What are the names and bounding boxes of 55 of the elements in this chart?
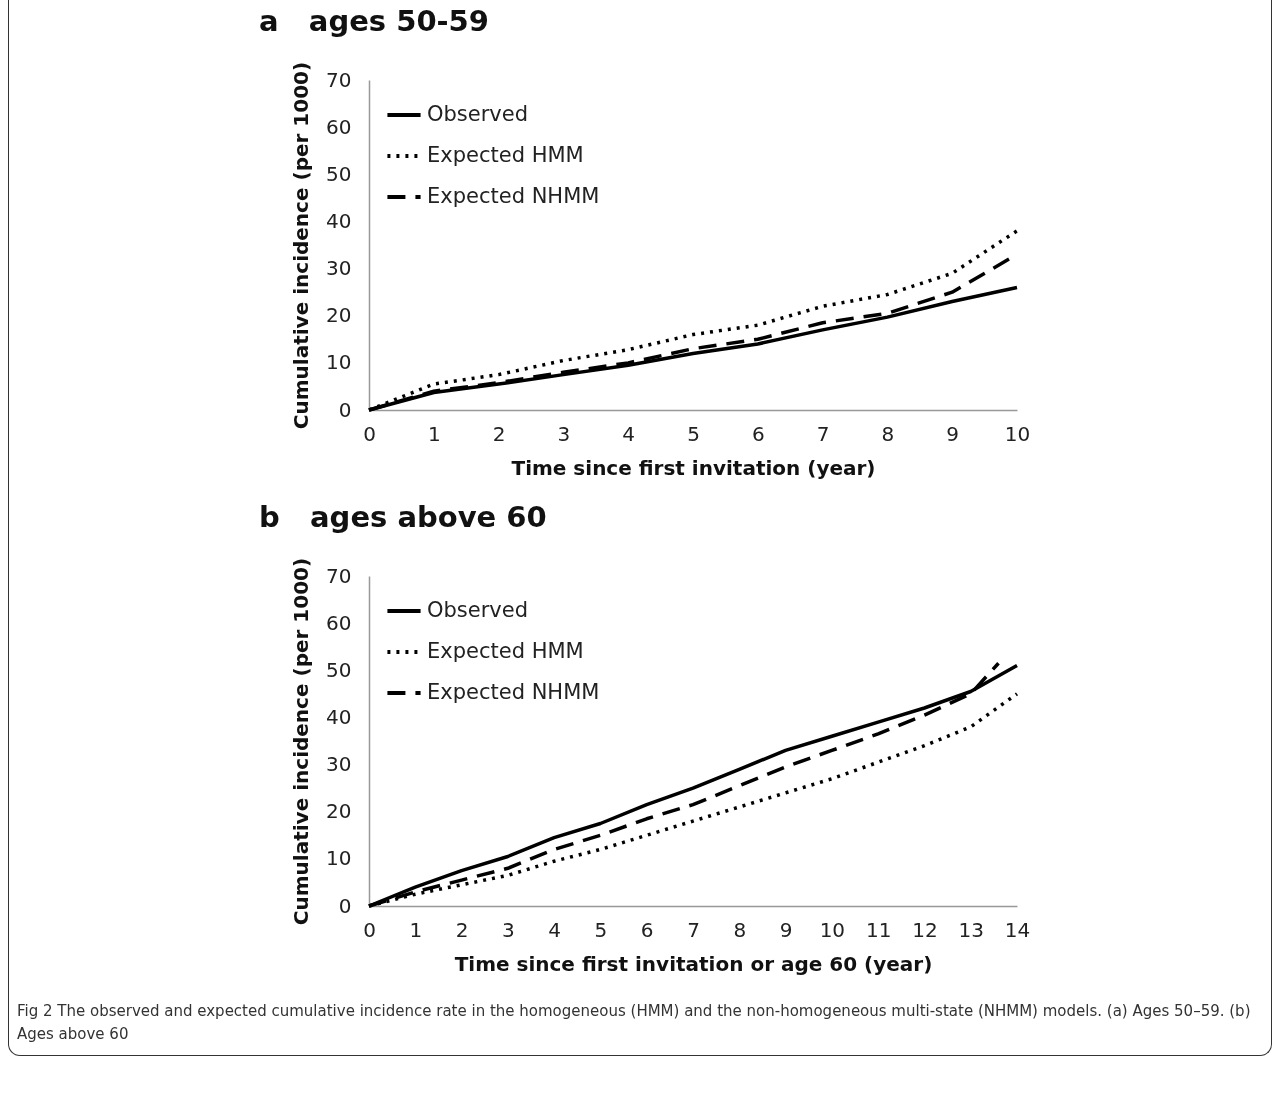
x-tick-label: 2 (455, 917, 469, 942)
x-tick-label: 3 (557, 421, 571, 446)
y-tick-label: 0 (338, 893, 352, 918)
legend-label: Observed (427, 598, 529, 622)
legend-label: Observed (427, 102, 529, 126)
x-tick-label: 8 (733, 917, 747, 942)
y-tick-label: 70 (326, 563, 352, 588)
chart-title: b ages above 60 (259, 500, 547, 535)
x-tick-label: 10 (1004, 421, 1031, 446)
x-tick-label: 9 (779, 917, 793, 942)
x-tick-label: 0 (363, 917, 376, 942)
x-tick-label: 1 (409, 917, 423, 942)
legend-label: Expected HMM (427, 639, 584, 663)
y-tick-label: 60 (326, 610, 352, 635)
x-tick-label: 6 (751, 421, 765, 446)
y-tick-label: 10 (326, 846, 352, 871)
caption: Fig 2 The observed and expected cumulative incidence rate in the homogeneous (HMM) and the non-homogeneous multi-state (NHMM) models. (a) Ages 50–59. (b) Ages above 60 (16, 1001, 1252, 1045)
x-tick-label: 14 (1004, 917, 1031, 942)
y-tick-label: 0 (338, 397, 352, 422)
legend-label: Expected NHMM (427, 680, 600, 704)
chart-title: a ages 50-59 (259, 4, 489, 39)
x-tick-label: 11 (865, 917, 892, 942)
y-tick-label: 10 (326, 350, 352, 375)
x-tick-label: 10 (819, 917, 846, 942)
y-tick-label: 20 (326, 799, 352, 824)
y-tick-label: 70 (326, 67, 352, 92)
x-tick-label: 1 (427, 421, 441, 446)
y-tick-label: 40 (326, 704, 352, 729)
x-tick-label: 12 (912, 917, 938, 942)
x-tick-label: 5 (594, 917, 608, 942)
x-tick-label: 6 (640, 917, 654, 942)
y-tick-label: 40 (326, 208, 352, 233)
legend-label: Expected HMM (427, 143, 584, 167)
x-tick-label: 5 (687, 421, 700, 446)
x-axis-title: Time since first invitation or age 60 (year) (454, 951, 933, 976)
x-axis-title: Time since first invitation (year) (511, 455, 876, 480)
y-tick-label: 20 (326, 303, 352, 328)
legend-label: Expected NHMM (427, 184, 600, 208)
x-tick-label: 7 (816, 421, 830, 446)
x-tick-label: 2 (492, 421, 506, 446)
x-tick-label: 0 (363, 421, 376, 446)
x-tick-label: 7 (687, 917, 700, 942)
y-tick-label: 30 (326, 256, 352, 281)
y-tick-label: 60 (326, 114, 352, 139)
y-tick-label: 50 (326, 161, 352, 186)
x-tick-label: 8 (881, 421, 895, 446)
y-tick-label: 50 (326, 657, 352, 682)
x-tick-label: 4 (622, 421, 636, 446)
y-tick-label: 30 (326, 752, 352, 777)
y-axis-title: Cumulative incidence (per 1000) (289, 557, 314, 926)
x-tick-label: 13 (958, 917, 984, 942)
x-tick-label: 4 (548, 917, 562, 942)
y-axis-title: Cumulative incidence (per 1000) (289, 61, 314, 430)
x-tick-label: 3 (501, 917, 515, 942)
x-tick-label: 9 (946, 421, 960, 446)
